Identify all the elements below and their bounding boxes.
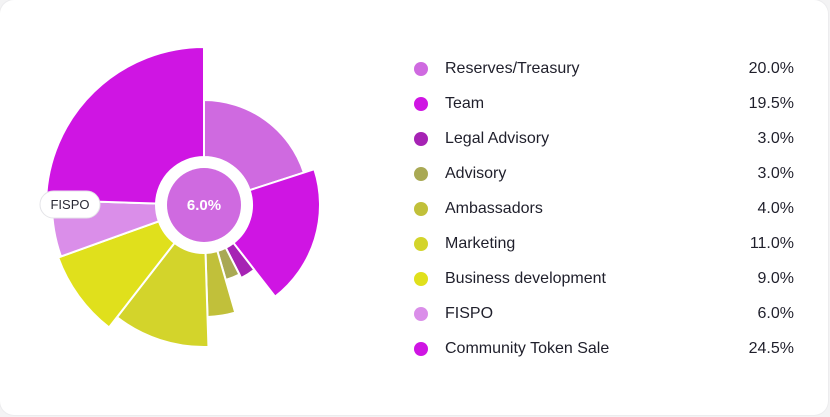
legend-item-reserves-treasury[interactable]: Reserves/Treasury 20.0% [414,51,794,86]
legend-label: FISPO [445,304,494,322]
center-value-label: 6.0% [187,197,221,214]
legend-item-marketing[interactable]: Marketing 11.0% [414,226,794,261]
legend-item-ambassadors[interactable]: Ambassadors 4.0% [414,191,794,226]
slice-tooltip: FISPO [39,190,101,219]
legend-color-dot [414,166,428,181]
legend-color-dot [414,61,428,76]
legend-label: Advisory [445,164,507,182]
legend-value: 3.0% [757,164,794,182]
legend-label: Team [445,94,485,112]
center-disc [167,168,241,242]
legend-item-fispo[interactable]: FISPO 6.0% [414,296,794,331]
legend-value: 4.0% [757,199,794,217]
legend-label: Business development [445,269,606,287]
legend-color-dot [414,341,428,356]
legend-value: 3.0% [757,129,794,147]
legend-color-dot [414,131,428,146]
legend-label: Reserves/Treasury [445,59,580,77]
legend-item-business-development[interactable]: Business development 9.0% [414,261,794,296]
legend-item-advisory[interactable]: Advisory 3.0% [414,156,794,191]
legend-label: Ambassadors [445,199,543,217]
legend-color-dot [414,236,428,251]
legend-color-dot [414,271,428,286]
legend-value: 19.5% [748,94,794,112]
legend-item-team[interactable]: Team 19.5% [414,86,794,121]
legend-item-legal-advisory[interactable]: Legal Advisory 3.0% [414,121,794,156]
legend-label: Community Token Sale [445,339,610,357]
legend-value: 6.0% [757,304,794,322]
legend-color-dot [414,96,428,111]
legend-label: Legal Advisory [445,129,550,147]
legend-value: 24.5% [748,339,794,357]
token-allocation-pie-chart: 6.0% FISPO [39,46,321,348]
legend-color-dot [414,306,428,321]
legend-label: Marketing [445,234,516,252]
legend-item-community-token-sale[interactable]: Community Token Sale 24.5% [414,331,794,366]
chart-legend: Reserves/Treasury 20.0% Team 19.5% Legal Adv… [414,51,794,366]
legend-value: 11.0% [749,234,794,252]
legend-value: 9.0% [757,269,794,287]
legend-color-dot [414,201,428,216]
legend-value: 20.0% [748,59,794,77]
tooltip-label: FISPO [50,197,89,212]
